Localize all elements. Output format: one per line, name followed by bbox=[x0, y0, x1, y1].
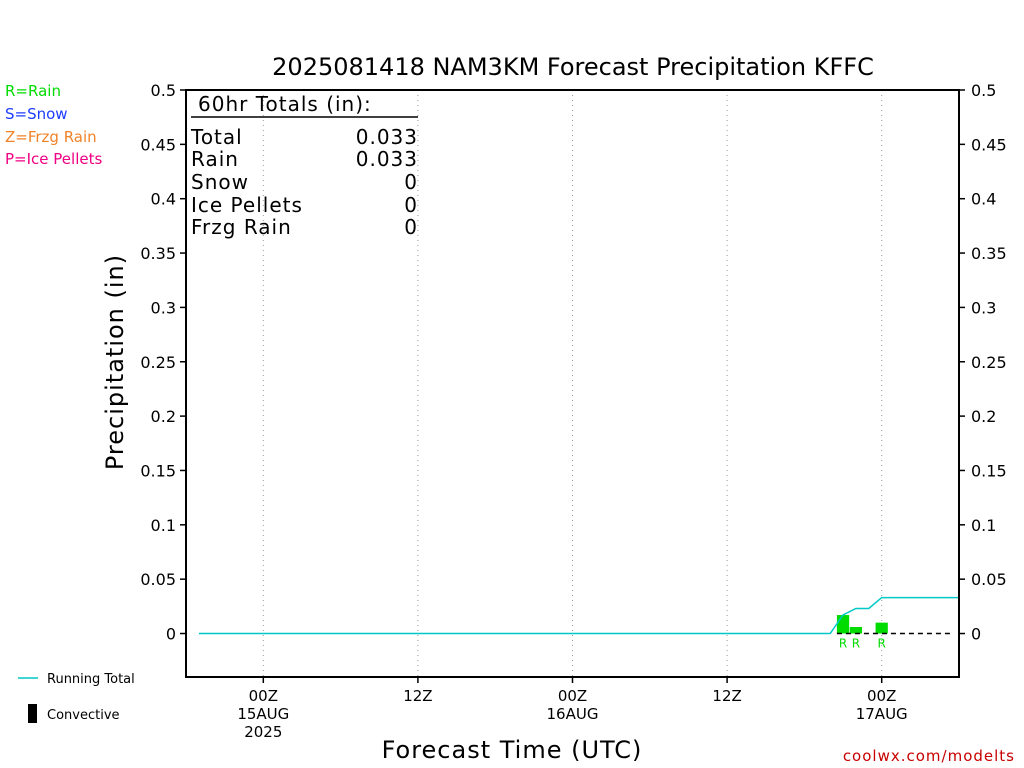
totals-label-ice-pellets: Ice Pellets bbox=[191, 193, 303, 217]
totals-value-frzg-rain: 0 bbox=[404, 215, 418, 239]
totals-label-frzg-rain: Frzg Rain bbox=[191, 215, 292, 239]
precip-bars bbox=[836, 615, 888, 634]
y-tick-label-left: 0.5 bbox=[151, 81, 176, 100]
x-tick-label: 00Z bbox=[867, 687, 896, 705]
legend-rain: R=Rain bbox=[5, 82, 61, 100]
y-axis-ticks: 0 00.05 0.050.1 0.10.15 0.150.2 0.20.25 0.250.… bbox=[140, 81, 1006, 644]
x-tick-label: 12Z bbox=[712, 687, 741, 705]
precip-type-label: R bbox=[839, 637, 847, 651]
y-tick-label-right: 0.1 bbox=[971, 516, 996, 535]
totals-heading: 60hr Totals (in): bbox=[198, 92, 372, 116]
precip-type-label: R bbox=[878, 637, 886, 651]
y-tick-label-left: 0.25 bbox=[140, 353, 176, 372]
x-tick-label: 00Z bbox=[558, 687, 587, 705]
y-tick-label-left: 0 bbox=[166, 625, 176, 644]
y-tick-label-right: 0.15 bbox=[971, 461, 1007, 480]
x-tick-label: 17AUG bbox=[856, 705, 908, 723]
plot-frame bbox=[185, 89, 960, 678]
y-tick-label-right: 0.25 bbox=[971, 353, 1007, 372]
x-axis-label: Forecast Time (UTC) bbox=[382, 736, 643, 764]
convective-legend-label: Convective bbox=[47, 708, 120, 723]
y-tick-label-left: 0.1 bbox=[151, 516, 176, 535]
totals-value-rain: 0.033 bbox=[356, 147, 418, 171]
y-axis-label: Precipitation (in) bbox=[101, 254, 129, 470]
totals-value-snow: 0 bbox=[404, 170, 418, 194]
convective-legend-swatch bbox=[28, 704, 37, 723]
running-total-line bbox=[198, 596, 959, 635]
x-tick-label: 2025 bbox=[244, 723, 282, 741]
y-tick-label-right: 0.35 bbox=[971, 244, 1007, 263]
x-tick-label: 12Z bbox=[403, 687, 432, 705]
totals-label-total: Total bbox=[190, 125, 243, 149]
legend-frzg-rain: Z=Frzg Rain bbox=[5, 128, 97, 146]
x-tick-label: 16AUG bbox=[547, 705, 599, 723]
y-tick-label-left: 0.3 bbox=[151, 298, 176, 317]
y-tick-label-right: 0.45 bbox=[971, 135, 1007, 154]
y-tick-label-right: 0.5 bbox=[971, 81, 996, 100]
y-tick-label-right: 0.3 bbox=[971, 298, 996, 317]
y-tick-label-right: 0.05 bbox=[971, 570, 1007, 589]
precip-bar bbox=[836, 615, 850, 634]
y-tick-label-left: 0.35 bbox=[140, 244, 176, 263]
y-tick-label-right: 0.2 bbox=[971, 407, 996, 426]
precip-bar bbox=[849, 626, 863, 634]
y-tick-label-right: 0.4 bbox=[971, 190, 996, 209]
site-credit: coolwx.com/modelts bbox=[843, 747, 1015, 765]
totals-label-rain: Rain bbox=[191, 147, 239, 171]
y-tick-label-left: 0.05 bbox=[140, 570, 176, 589]
precip-bar bbox=[875, 622, 888, 634]
y-tick-label-left: 0.15 bbox=[140, 461, 176, 480]
y-tick-label-left: 0.45 bbox=[140, 135, 176, 154]
legend-snow: S=Snow bbox=[5, 105, 68, 123]
x-tick-label: 00Z bbox=[249, 687, 278, 705]
legend-ice-pellets: P=Ice Pellets bbox=[5, 150, 102, 168]
gridlines bbox=[262, 90, 883, 677]
totals-value-total: 0.033 bbox=[356, 125, 418, 149]
x-tick-label: 15AUG bbox=[237, 705, 289, 723]
precip-type-label: R bbox=[852, 637, 860, 651]
running-total-legend-label: Running Total bbox=[47, 672, 135, 687]
y-tick-label-right: 0 bbox=[971, 625, 981, 644]
totals-label-snow: Snow bbox=[191, 170, 249, 194]
chart-title: 2025081418 NAM3KM Forecast Precipitation… bbox=[272, 53, 874, 81]
totals-box: 60hr Totals (in): Total 0.033 Rain 0.033… bbox=[190, 92, 418, 239]
y-tick-label-left: 0.2 bbox=[151, 407, 176, 426]
totals-value-ice-pellets: 0 bbox=[404, 193, 418, 217]
y-tick-label-left: 0.4 bbox=[151, 190, 176, 209]
